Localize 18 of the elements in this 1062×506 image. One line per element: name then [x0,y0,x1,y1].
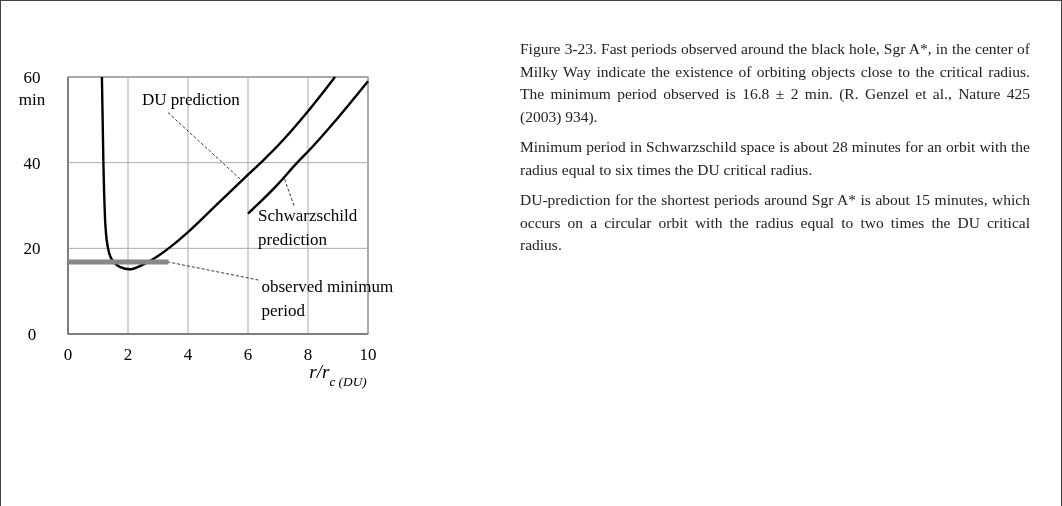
annotation: Schwarzschild prediction [258,205,358,249]
x-tick-label: 10 [359,345,377,364]
y-tick-label: 40 [23,153,41,173]
x-tick-label: 0 [63,345,73,364]
y-tick-label: 20 [23,239,41,259]
y-tick-label: 60 [23,68,41,87]
annotation: DU prediction [142,89,241,109]
x-axis-title: r/r$_{c (DU)}$ [309,361,368,389]
x-tick-label: 8 [303,345,313,364]
text: Minimum period in Schwarzschild space is about 28 minutes for an orbit with the radius equal to six times the DU critical radius. [520,137,1030,180]
y-tick-label: 0 [27,325,37,344]
text: DU-prediction for the shortest periods around Sgr A* is about 15 minutes, which occurs on a circular orbit with the radius equal to two times the DU critical radius. [520,190,1030,255]
x-tick-label: 6 [243,345,253,364]
annotation: observed minimum period [261,277,394,321]
y-axis-title: min [18,90,46,109]
x-tick-label: 4 [183,345,193,364]
caption: Figure 3-23. Fast periods observed around the black hole, Sgr A*, in the center of Milky Way indicate the existence of orbiting objects close to the critical radius. The minimum period observed is 16.8 ± 2 min. (R. Genzel et al., Nature 425 (2003) 934). [520,39,1030,127]
x-tick-label: 2 [123,345,133,364]
